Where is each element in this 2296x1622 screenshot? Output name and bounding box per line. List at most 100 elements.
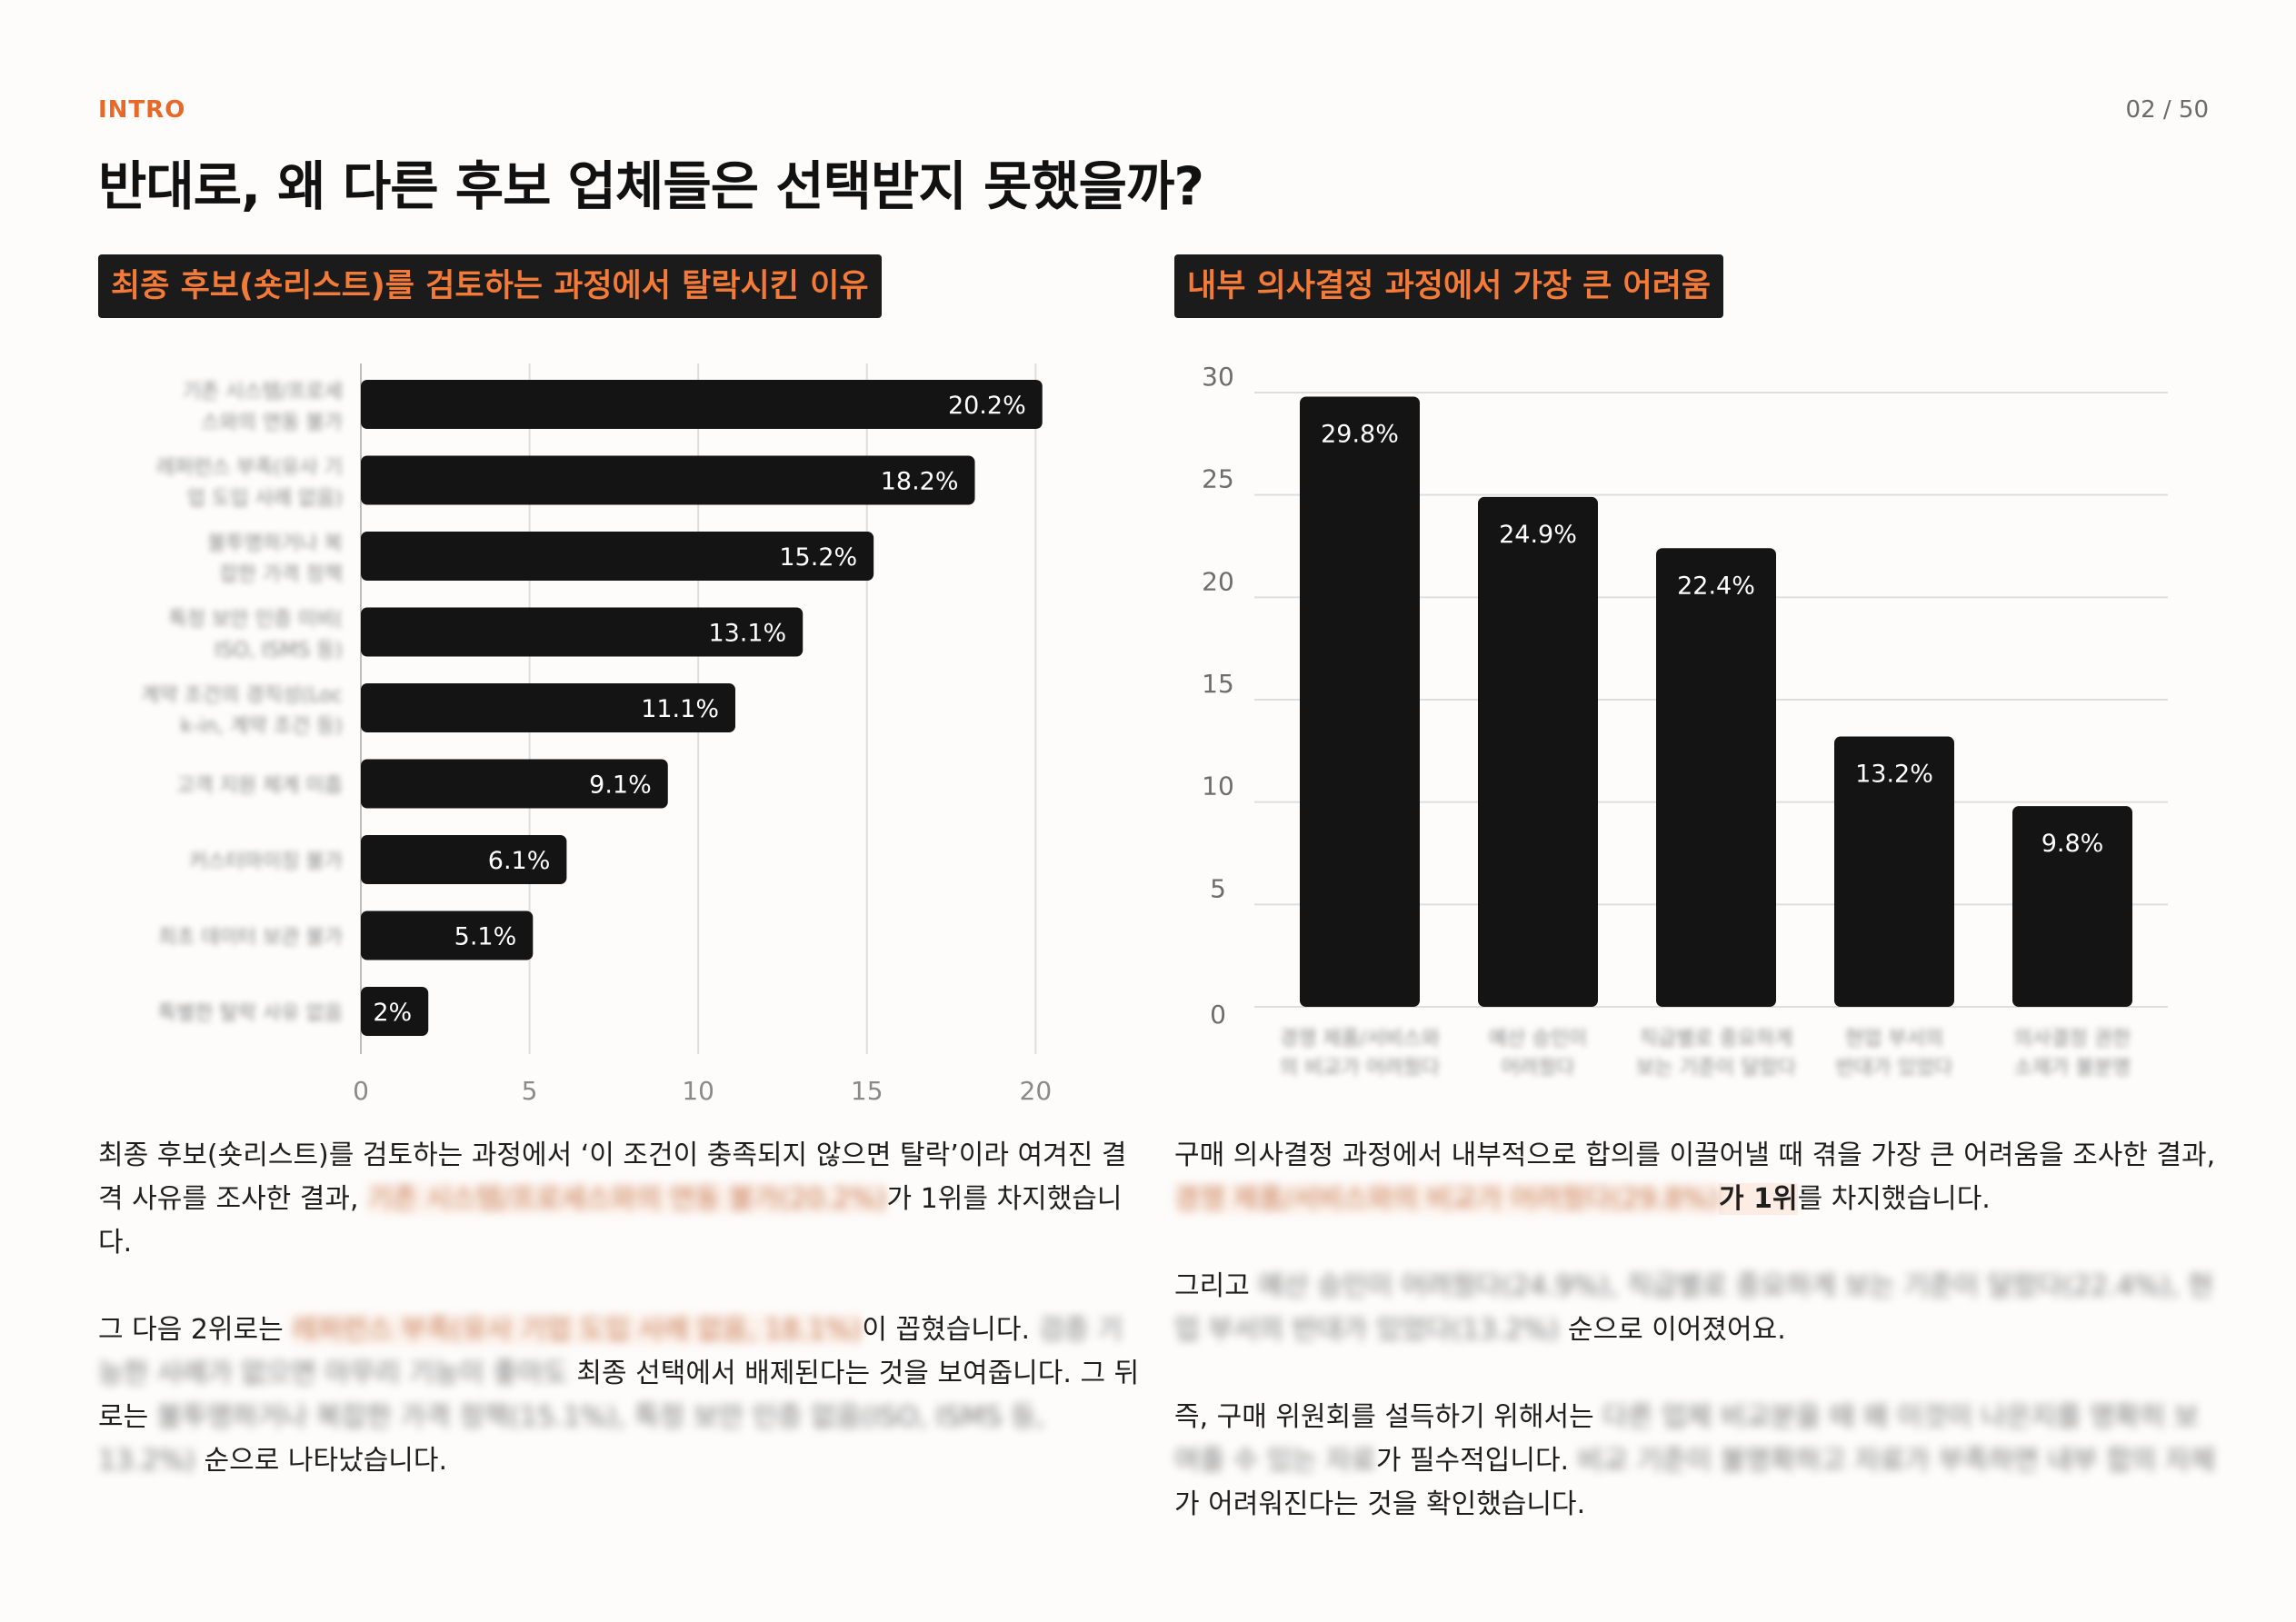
page-title: 반대로, 왜 다른 후보 업체들은 선택받지 못했을까? bbox=[98, 155, 1204, 217]
bar bbox=[361, 759, 668, 809]
y-tick-label: 10 bbox=[1202, 771, 1234, 801]
category-label: 현업 부서의 반대가 있었다 bbox=[1836, 1028, 1952, 1080]
redacted-text: 검증 기능한 사례가 없으면 아무리 기능이 좋아도 bbox=[98, 1314, 1123, 1389]
left-bar-chart: 0 5 10 15 20 20.2% 기존 시스템/프로세스와의 연동 불가 18.2% 레퍼런… bbox=[141, 363, 1052, 1106]
category-label: 의사결정 권한 소재가 불분명 bbox=[2014, 1028, 2131, 1080]
right-bar-chart: 0 5 10 15 20 25 30 29.8% 경쟁 제품/서비스와의 비교가 어려웠다 24.… bbox=[1202, 362, 2168, 1080]
category-label-line: k-in, 계약 조건 등) bbox=[181, 715, 344, 738]
category-label-line: 어려웠다 bbox=[1502, 1057, 1575, 1080]
highlight-text: 가 1위 bbox=[1719, 1183, 1798, 1215]
left-description: 최종 후보(숏리스트)를 검토하는 과정에서 ‘이 조건이 충족되지 않으면 탈… bbox=[98, 1134, 1143, 1527]
category-label: 예산 승인이 어려웠다 bbox=[1489, 1028, 1587, 1080]
text-segment: 그리고 bbox=[1174, 1270, 1259, 1302]
bar bbox=[361, 455, 975, 505]
text-segment: 가 1위를 차지했습니다. bbox=[98, 1183, 1123, 1259]
category-label-line: 고객 지원 체계 미흡 bbox=[176, 775, 343, 798]
category-label: 커스터마이징 불가 bbox=[189, 851, 343, 873]
x-tick-label: 0 bbox=[353, 1076, 369, 1106]
redacted-text: 불투명하거나 복잡한 가격 정책(15.1%), 특정 보안 인증 없음(ISO… bbox=[98, 1401, 1045, 1477]
text-segment: 최종 선택에서 배제된다는 것을 보여줍니다. 그 뒤로는 bbox=[98, 1358, 1140, 1433]
data-label: 29.8% bbox=[1321, 421, 1399, 449]
category-label-line: 현업 부서의 bbox=[1845, 1028, 1943, 1050]
page-number: 02 / 50 bbox=[2125, 96, 2209, 124]
data-label: 9.1% bbox=[589, 771, 652, 800]
data-label: 5.1% bbox=[454, 923, 517, 951]
category-label: 경쟁 제품/서비스와의 비교가 어려웠다 bbox=[1280, 1028, 1440, 1080]
text-segment: 그 다음 2위로는 bbox=[98, 1314, 293, 1346]
category-label-line: 경쟁 제품/서비스와 bbox=[1280, 1028, 1440, 1050]
left-desc-paragraph-2: 그 다음 2위로는 레퍼런스 부족(유사 기업 도입 사례 없음, 18.1%)… bbox=[98, 1309, 1143, 1483]
category-label-line: 예산 승인이 bbox=[1489, 1028, 1587, 1050]
category-label-line: 계약 조건의 경직성(Loc bbox=[141, 684, 343, 707]
category-label-line: 보는 기준이 달랐다 bbox=[1636, 1057, 1796, 1080]
category-label-line: 특별한 탈락 사유 없음 bbox=[158, 1002, 343, 1025]
y-tick-label: 25 bbox=[1202, 464, 1234, 494]
category-label-line: 의사결정 권한 bbox=[2014, 1028, 2131, 1050]
left-chart-title: 최종 후보(숏리스트)를 검토하는 과정에서 탈락시킨 이유 bbox=[98, 254, 882, 318]
data-label: 20.2% bbox=[948, 392, 1026, 420]
redacted-text: 다른 업체 비교분을 때 왜 이것이 나은지를 명확히 보여줄 수 있는 자료 bbox=[1174, 1401, 2200, 1477]
category-label-line: 직급별로 중요하게 bbox=[1640, 1028, 1793, 1050]
right-desc-paragraph-2: 그리고 예산 승인이 어려웠다(24.9%), 직급별로 중요하게 보는 기준이… bbox=[1174, 1265, 2220, 1352]
bar bbox=[361, 911, 534, 960]
text-segment: 순으로 나타났습니다. bbox=[195, 1445, 448, 1477]
left-desc-paragraph-1: 최종 후보(숏리스트)를 검토하는 과정에서 ‘이 조건이 충족되지 않으면 탈… bbox=[98, 1134, 1143, 1265]
x-tick-label: 10 bbox=[682, 1076, 714, 1106]
text-segment: 가 어려워진다는 것을 확인했습니다. bbox=[1174, 1488, 1586, 1520]
redacted-text: 기존 시스템/프로세스와의 연동 불가(20.2%) bbox=[367, 1183, 887, 1215]
category-label: 계약 조건의 경직성(Loc k-in, 계약 조건 등) bbox=[141, 684, 343, 738]
data-label: 13.1% bbox=[708, 620, 786, 648]
data-label: 11.1% bbox=[641, 695, 719, 723]
text-segment: 즉, 구매 위원회를 설득하기 위해서는 bbox=[1174, 1401, 1603, 1433]
text-segment: 최종 후보(숏리스트)를 검토하는 과정에서 ‘이 조건이 충족되지 않으면 탈… bbox=[98, 1139, 1127, 1215]
category-label-line: 최초 데이터 보관 불가 bbox=[158, 927, 343, 950]
data-label: 15.2% bbox=[779, 543, 857, 572]
data-label: 18.2% bbox=[881, 468, 959, 496]
category-label-line: 불투명하거나 복 bbox=[207, 532, 343, 555]
text-segment: 가 필수적입니다. bbox=[1375, 1445, 1578, 1477]
data-label: 22.4% bbox=[1677, 572, 1755, 600]
data-label: 9.8% bbox=[2041, 830, 2104, 858]
section-tag: INTRO bbox=[98, 96, 186, 124]
category-label-line: 업 도입 사례 없음) bbox=[187, 488, 343, 511]
data-label: 24.9% bbox=[1499, 521, 1577, 549]
bar bbox=[1478, 496, 1598, 1007]
text-segment: 구매 의사결정 과정에서 내부적으로 합의를 이끌어낼 때 겪을 가장 큰 어려… bbox=[1174, 1139, 2216, 1171]
data-label: 13.2% bbox=[1855, 761, 1933, 789]
y-tick-label: 15 bbox=[1202, 669, 1234, 699]
bar bbox=[361, 987, 429, 1036]
x-tick-label: 5 bbox=[522, 1076, 538, 1106]
bar bbox=[361, 835, 567, 884]
category-label: 직급별로 중요하게 보는 기준이 달랐다 bbox=[1636, 1028, 1796, 1080]
category-label-line: 특정 보안 인증 미비( bbox=[169, 609, 343, 632]
category-label-line: 의 비교가 어려웠다 bbox=[1280, 1057, 1440, 1080]
bar bbox=[361, 683, 735, 732]
category-label-line: 레퍼런스 부족(유사 기 bbox=[156, 457, 343, 480]
text-segment: 를 차지했습니다. bbox=[1797, 1183, 1991, 1215]
bar bbox=[361, 380, 1043, 429]
category-label: 특별한 탈락 사유 없음 bbox=[158, 1002, 343, 1025]
category-label: 최초 데이터 보관 불가 bbox=[158, 927, 343, 950]
category-label-line: 반대가 있었다 bbox=[1836, 1057, 1952, 1080]
bar bbox=[1300, 396, 1420, 1007]
category-label: 특정 보안 인증 미비( ISO, ISMS 등) bbox=[169, 609, 343, 662]
bar bbox=[361, 607, 804, 657]
redacted-text: 예산 승인이 어려웠다(24.9%), 직급별로 중요하게 보는 기준이 달랐다… bbox=[1174, 1270, 2213, 1346]
redacted-text: 레퍼런스 부족(유사 기업 도입 사례 없음, 18.1%) bbox=[292, 1314, 863, 1346]
category-label: 레퍼런스 부족(유사 기업 도입 사례 없음) bbox=[156, 457, 343, 511]
x-tick-label: 15 bbox=[851, 1076, 883, 1106]
category-label-line: 기존 시스템/프로세 bbox=[183, 381, 343, 403]
category-label-line: 스와의 연동 불가 bbox=[201, 412, 343, 434]
category-label: 불투명하거나 복잡한 가격 정책 bbox=[207, 532, 343, 586]
right-description: 구매 의사결정 과정에서 내부적으로 합의를 이끌어낼 때 겪을 가장 큰 어려… bbox=[1174, 1134, 2220, 1570]
bar bbox=[2012, 806, 2132, 1007]
redacted-text: 경쟁 제품/서비스와의 비교가 어려웠다(29.8%) bbox=[1174, 1183, 1720, 1215]
y-tick-label: 0 bbox=[1210, 1000, 1226, 1030]
right-desc-paragraph-3: 즉, 구매 위원회를 설득하기 위해서는 다른 업체 비교분을 때 왜 이것이 … bbox=[1174, 1396, 2220, 1527]
y-tick-label: 20 bbox=[1202, 566, 1234, 596]
y-tick-label: 30 bbox=[1202, 362, 1234, 392]
category-label-line: 커스터마이징 불가 bbox=[189, 851, 343, 873]
redacted-text: 비교 기준이 불명확하고 자료가 부족하면 내부 합의 자체 bbox=[1577, 1445, 2216, 1477]
category-label-line: ISO, ISMS 등) bbox=[215, 640, 343, 662]
category-label-line: 잡한 가격 정책 bbox=[220, 563, 343, 586]
